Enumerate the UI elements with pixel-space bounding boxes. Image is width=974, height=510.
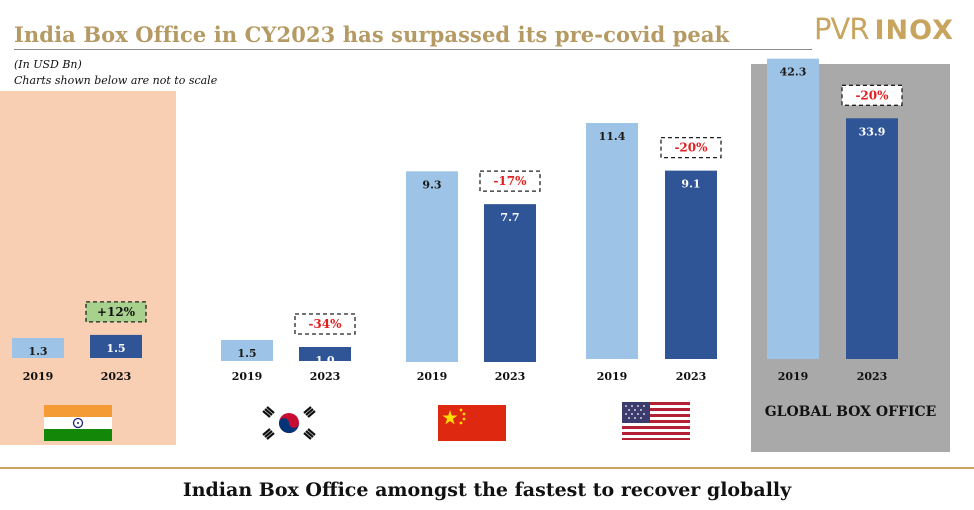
change-label-global-box-office: -20% <box>855 88 889 102</box>
bar-label-global-box-office-2023: 33.9 <box>859 125 886 138</box>
global-box-office-label: GLOBAL BOX OFFICE <box>764 404 937 420</box>
bar-usa-2023 <box>665 170 717 359</box>
bar-global-box-office-2023 <box>846 118 898 359</box>
bar-china-2019 <box>406 171 458 362</box>
bar-label-china-2019: 9.3 <box>422 178 441 191</box>
footer-divider <box>0 467 974 469</box>
change-badge-global-box-office <box>841 84 903 106</box>
change-badge-south-korea <box>294 313 356 335</box>
bar-label-usa-2019: 11.4 <box>599 130 626 143</box>
unit-note: (In USD Bn) <box>14 58 82 71</box>
scale-note: Charts shown below are not to scale <box>14 74 218 87</box>
logo-inox-text: INOX <box>874 15 954 46</box>
usa-flag-icon <box>622 402 690 440</box>
bar-south-korea-2023 <box>299 347 351 361</box>
year-label-china-2023: 2023 <box>495 370 526 383</box>
page-title: India Box Office in CY2023 has surpassed… <box>14 22 730 47</box>
change-badge-china <box>479 170 541 192</box>
change-label-usa: -20% <box>674 141 708 155</box>
bar-south-korea-2019 <box>221 340 273 361</box>
south-korea-flag-icon <box>258 402 320 444</box>
bar-label-usa-2023: 9.1 <box>681 178 700 191</box>
year-label-india-2023: 2023 <box>101 370 132 383</box>
bar-india-2023 <box>90 334 142 358</box>
bar-usa-2019 <box>586 123 638 360</box>
bar-label-india-2019: 1.3 <box>28 345 47 358</box>
bar-label-india-2023: 1.5 <box>106 342 125 355</box>
year-label-global-box-office-2019: 2019 <box>778 370 809 383</box>
change-label-india: +12% <box>97 305 136 319</box>
bar-china-2023 <box>484 204 536 362</box>
year-label-global-box-office-2023: 2023 <box>857 370 888 383</box>
year-label-south-korea-2019: 2019 <box>232 370 263 383</box>
year-label-usa-2023: 2023 <box>676 370 707 383</box>
title-underline <box>14 49 812 50</box>
logo-pvr-text: PVR <box>814 12 869 46</box>
change-badge-usa <box>660 136 722 159</box>
bar-label-south-korea-2019: 1.5 <box>237 347 256 360</box>
footer-tagline: Indian Box Office amongst the fastest to… <box>182 479 792 501</box>
bar-label-global-box-office-2019: 42.3 <box>780 66 807 79</box>
year-label-china-2019: 2019 <box>417 370 448 383</box>
bar-global-box-office-2019 <box>767 58 819 360</box>
india-highlight-panel <box>0 91 176 445</box>
change-label-south-korea: -34% <box>308 317 342 331</box>
year-label-india-2019: 2019 <box>23 370 54 383</box>
change-label-china: -17% <box>493 174 527 188</box>
bar-india-2019 <box>12 337 64 358</box>
china-flag-icon <box>438 405 506 441</box>
pvr-inox-logo: PVR INOX <box>814 12 954 46</box>
india-flag-icon <box>44 405 112 441</box>
year-label-usa-2019: 2019 <box>597 370 628 383</box>
year-label-south-korea-2023: 2023 <box>310 370 341 383</box>
bar-label-south-korea-2023: 1.0 <box>315 354 334 367</box>
bar-label-china-2023: 7.7 <box>500 211 519 224</box>
change-badge-india <box>85 301 147 323</box>
